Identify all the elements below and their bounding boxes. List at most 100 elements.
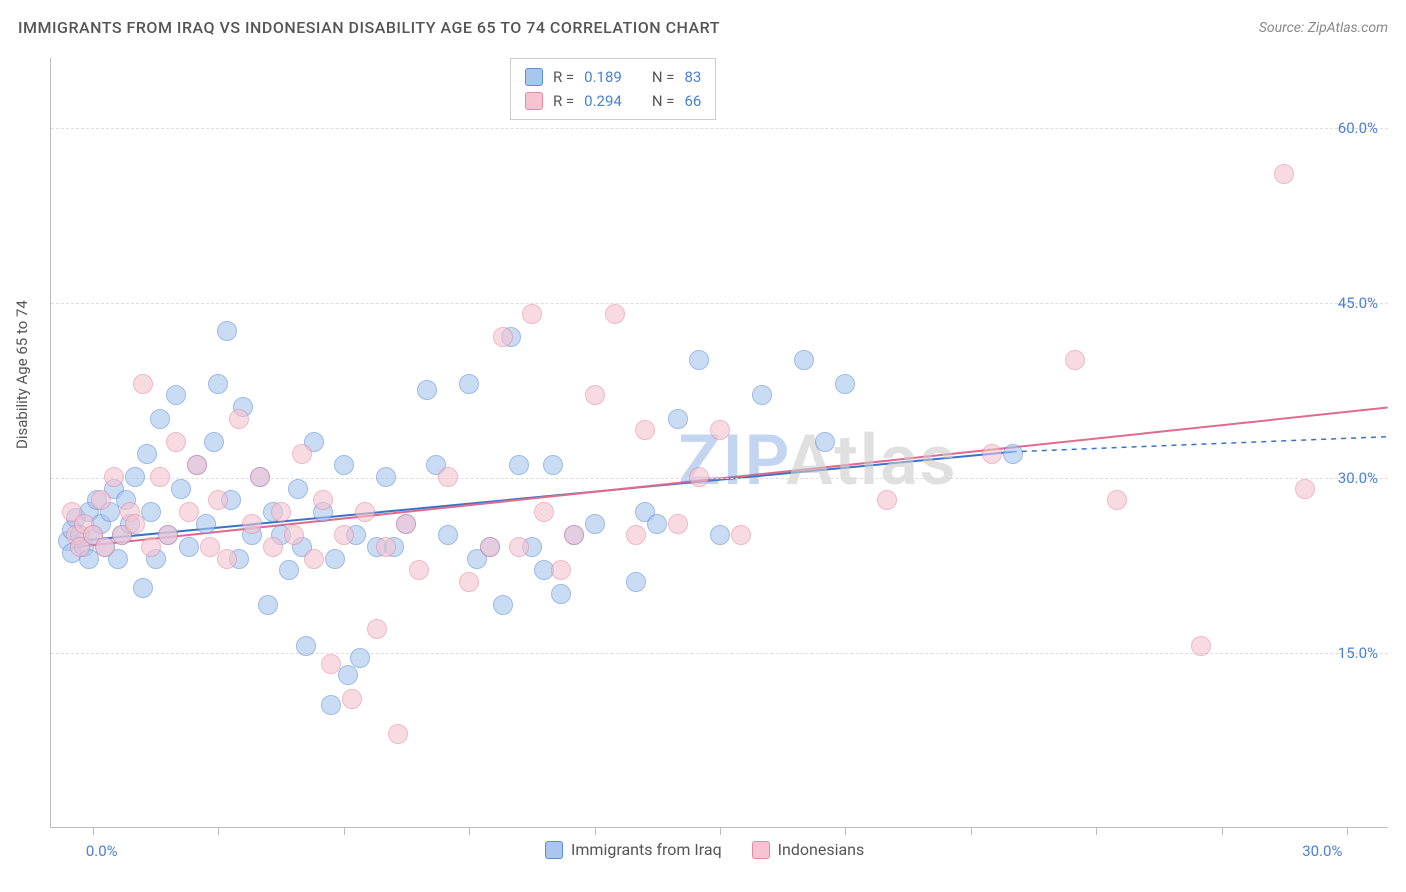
marker-indonesian (1107, 490, 1127, 510)
marker-indonesian (229, 409, 249, 429)
legend-swatch (752, 841, 770, 859)
marker-iraq (350, 648, 370, 668)
marker-indonesian (1065, 350, 1085, 370)
x-tick (344, 827, 345, 835)
marker-iraq (150, 409, 170, 429)
x-tick (93, 827, 94, 835)
marker-iraq (137, 444, 157, 464)
marker-indonesian (133, 374, 153, 394)
marker-iraq (689, 350, 709, 370)
plot-area: ZIPAtlas 15.0%30.0%45.0%60.0% (50, 58, 1388, 828)
x-tick (218, 827, 219, 835)
marker-iraq (279, 560, 299, 580)
marker-indonesian (409, 560, 429, 580)
marker-iraq (204, 432, 224, 452)
marker-indonesian (179, 502, 199, 522)
marker-indonesian (284, 525, 304, 545)
marker-iraq (543, 455, 563, 475)
x-tick-label: 30.0% (1302, 842, 1342, 860)
marker-indonesian (187, 455, 207, 475)
marker-indonesian (292, 444, 312, 464)
marker-indonesian (551, 560, 571, 580)
legend-swatch (545, 841, 563, 859)
marker-iraq (133, 578, 153, 598)
y-axis-label: Disability Age 65 to 74 (13, 300, 31, 449)
x-tick (720, 827, 721, 835)
r-value: 0.189 (584, 65, 622, 89)
y-tick-label: 45.0% (1338, 294, 1378, 312)
marker-iraq (171, 479, 191, 499)
marker-iraq (835, 374, 855, 394)
legend-row: R =0.294N =66 (525, 89, 701, 113)
marker-indonesian (731, 525, 751, 545)
marker-indonesian (355, 502, 375, 522)
marker-indonesian (493, 327, 513, 347)
marker-indonesian (250, 467, 270, 487)
x-tick (971, 827, 972, 835)
marker-indonesian (710, 420, 730, 440)
marker-iraq (196, 514, 216, 534)
y-tick-label: 60.0% (1338, 119, 1378, 137)
marker-iraq (438, 525, 458, 545)
legend-item: Immigrants from Iraq (545, 840, 722, 859)
n-value: 83 (684, 65, 701, 89)
marker-indonesian (125, 514, 145, 534)
marker-indonesian (1191, 636, 1211, 656)
r-label: R = (553, 89, 574, 113)
x-tick (469, 827, 470, 835)
r-label: R = (553, 65, 574, 89)
marker-indonesian (982, 444, 1002, 464)
marker-iraq (647, 514, 667, 534)
marker-indonesian (208, 490, 228, 510)
marker-iraq (217, 321, 237, 341)
marker-indonesian (388, 724, 408, 744)
marker-iraq (325, 549, 345, 569)
marker-indonesian (534, 502, 554, 522)
marker-iraq (752, 385, 772, 405)
legend-label: Indonesians (778, 840, 865, 859)
x-tick (1096, 827, 1097, 835)
marker-iraq (626, 572, 646, 592)
marker-iraq (815, 432, 835, 452)
marker-indonesian (668, 514, 688, 534)
marker-iraq (459, 374, 479, 394)
marker-indonesian (166, 432, 186, 452)
watermark-atlas: Atlas (786, 420, 957, 502)
marker-indonesian (271, 502, 291, 522)
marker-iraq (141, 502, 161, 522)
r-value: 0.294 (584, 89, 622, 113)
marker-indonesian (438, 467, 458, 487)
marker-iraq (794, 350, 814, 370)
marker-iraq (334, 455, 354, 475)
marker-indonesian (605, 304, 625, 324)
n-label: N = (652, 65, 675, 89)
marker-indonesian (321, 654, 341, 674)
marker-indonesian (564, 525, 584, 545)
marker-indonesian (91, 490, 111, 510)
trend-lines (51, 58, 1388, 827)
marker-indonesian (1274, 164, 1294, 184)
marker-iraq (668, 409, 688, 429)
source-label: Source: ZipAtlas.com (1259, 20, 1388, 36)
marker-iraq (376, 467, 396, 487)
marker-indonesian (263, 537, 283, 557)
chart-title: IMMIGRANTS FROM IRAQ VS INDONESIAN DISAB… (18, 18, 720, 37)
marker-indonesian (242, 514, 262, 534)
marker-indonesian (104, 467, 124, 487)
marker-iraq (585, 514, 605, 534)
legend-swatch (525, 92, 543, 110)
legend-item: Indonesians (752, 840, 865, 859)
watermark-zip: ZIP (678, 420, 786, 502)
marker-indonesian (334, 525, 354, 545)
marker-indonesian (158, 525, 178, 545)
marker-iraq (338, 665, 358, 685)
series-legend: Immigrants from Iraq Indonesians (545, 840, 864, 859)
marker-iraq (509, 455, 529, 475)
grid-line (51, 128, 1388, 129)
marker-indonesian (217, 549, 237, 569)
x-tick (595, 827, 596, 835)
marker-indonesian (1295, 479, 1315, 499)
marker-iraq (551, 584, 571, 604)
marker-indonesian (342, 689, 362, 709)
marker-indonesian (635, 420, 655, 440)
